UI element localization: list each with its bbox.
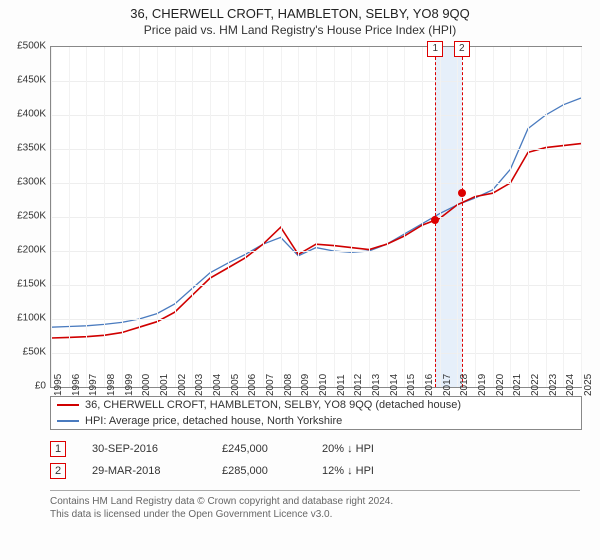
x-tick-label: 2013 xyxy=(371,374,382,396)
table-row: 1 30-SEP-2016 £245,000 20% ↓ HPI xyxy=(50,438,580,460)
x-tick-label: 2021 xyxy=(512,374,523,396)
legend-label: 36, CHERWELL CROFT, HAMBLETON, SELBY, YO… xyxy=(85,399,461,411)
footer-line: Contains HM Land Registry data © Crown c… xyxy=(50,495,580,508)
x-tick-label: 2011 xyxy=(336,374,347,396)
y-tick-label: £350K xyxy=(17,143,46,154)
x-tick-label: 2020 xyxy=(495,374,506,396)
sale-index-box: 1 xyxy=(50,441,66,457)
sale-top-box: 2 xyxy=(454,41,470,57)
x-tick-label: 2015 xyxy=(406,374,417,396)
y-tick-label: £500K xyxy=(17,41,46,52)
footer: Contains HM Land Registry data © Crown c… xyxy=(50,490,580,521)
x-tick-label: 2000 xyxy=(141,374,152,396)
x-tick-label: 2010 xyxy=(318,374,329,396)
legend-swatch xyxy=(57,404,79,406)
x-tick-label: 2006 xyxy=(247,374,258,396)
sale-top-box: 1 xyxy=(427,41,443,57)
sale-index-box: 2 xyxy=(50,463,66,479)
y-tick-label: £250K xyxy=(17,211,46,222)
plot-area: 12 xyxy=(50,46,582,388)
x-tick-label: 2008 xyxy=(283,374,294,396)
legend-label: HPI: Average price, detached house, Nort… xyxy=(85,415,342,427)
legend-swatch xyxy=(57,420,79,422)
sale-price: £285,000 xyxy=(222,465,322,477)
footer-line: This data is licensed under the Open Gov… xyxy=(50,508,580,521)
sales-table: 1 30-SEP-2016 £245,000 20% ↓ HPI 2 29-MA… xyxy=(50,438,580,482)
x-tick-label: 2023 xyxy=(548,374,559,396)
x-tick-label: 2025 xyxy=(583,374,594,396)
sale-date: 29-MAR-2018 xyxy=(92,465,222,477)
table-row: 2 29-MAR-2018 £285,000 12% ↓ HPI xyxy=(50,460,580,482)
x-tick-label: 2009 xyxy=(300,374,311,396)
sale-marker xyxy=(458,189,466,197)
y-tick-label: £300K xyxy=(17,177,46,188)
y-tick-label: £50K xyxy=(23,347,46,358)
x-tick-label: 2022 xyxy=(530,374,541,396)
y-tick-label: £450K xyxy=(17,75,46,86)
y-tick-label: £100K xyxy=(17,313,46,324)
sale-diff: 12% ↓ HPI xyxy=(322,465,422,477)
x-tick-label: 2001 xyxy=(159,374,170,396)
x-tick-label: 2003 xyxy=(194,374,205,396)
x-tick-label: 2004 xyxy=(212,374,223,396)
x-tick-label: 2018 xyxy=(459,374,470,396)
x-tick-label: 2014 xyxy=(389,374,400,396)
sale-price: £245,000 xyxy=(222,443,322,455)
x-tick-label: 1995 xyxy=(53,374,64,396)
x-tick-label: 2019 xyxy=(477,374,488,396)
legend-item: HPI: Average price, detached house, Nort… xyxy=(51,413,581,429)
legend: 36, CHERWELL CROFT, HAMBLETON, SELBY, YO… xyxy=(50,396,582,430)
x-tick-label: 2007 xyxy=(265,374,276,396)
x-tick-label: 1998 xyxy=(106,374,117,396)
y-tick-label: £200K xyxy=(17,245,46,256)
y-tick-label: £400K xyxy=(17,109,46,120)
sale-marker xyxy=(431,216,439,224)
x-tick-label: 2005 xyxy=(230,374,241,396)
x-tick-label: 2012 xyxy=(353,374,364,396)
x-tick-label: 2017 xyxy=(442,374,453,396)
y-tick-label: £150K xyxy=(17,279,46,290)
x-tick-label: 1999 xyxy=(124,374,135,396)
sale-diff: 20% ↓ HPI xyxy=(322,443,422,455)
chart-subtitle: Price paid vs. HM Land Registry's House … xyxy=(0,21,600,41)
x-tick-label: 2024 xyxy=(565,374,576,396)
y-tick-label: £0 xyxy=(35,381,46,392)
legend-item: 36, CHERWELL CROFT, HAMBLETON, SELBY, YO… xyxy=(51,397,581,413)
chart-container: 36, CHERWELL CROFT, HAMBLETON, SELBY, YO… xyxy=(0,0,600,560)
x-tick-label: 1996 xyxy=(71,374,82,396)
x-tick-label: 2002 xyxy=(177,374,188,396)
sale-date: 30-SEP-2016 xyxy=(92,443,222,455)
x-tick-label: 2016 xyxy=(424,374,435,396)
chart-title: 36, CHERWELL CROFT, HAMBLETON, SELBY, YO… xyxy=(0,0,600,21)
x-tick-label: 1997 xyxy=(88,374,99,396)
